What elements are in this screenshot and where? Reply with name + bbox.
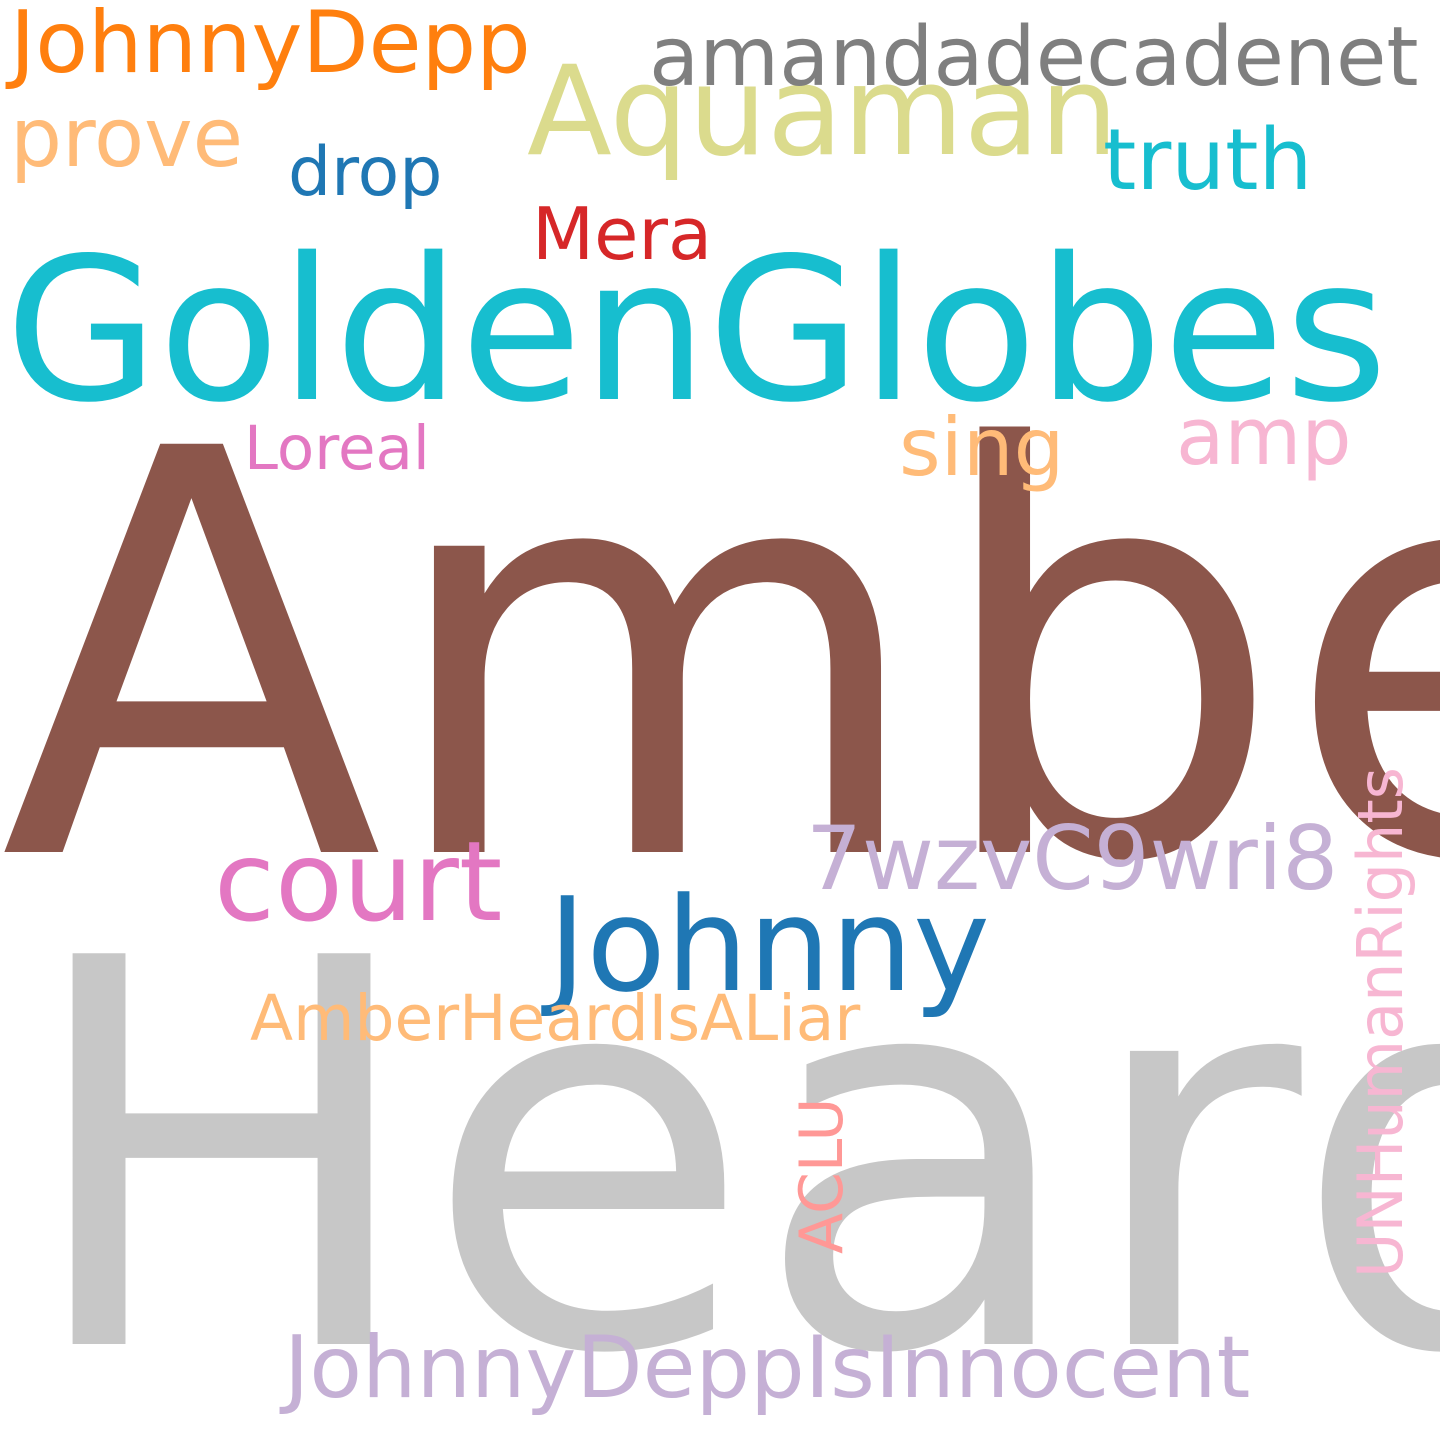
word-sing: sing [899,401,1065,494]
word-drop: drop [288,133,443,212]
word-court: court [214,818,503,947]
word-truth: truth [1103,111,1313,210]
word-mera: Mera [532,192,713,276]
word-heard: Heard [20,847,1440,1440]
word-7wzvc9wri8: 7wzvC9wri8 [806,807,1339,910]
word-goldenglobes: GoldenGlobes [5,215,1388,446]
word-loreal: Loreal [244,413,430,484]
word-johnnydepp: JohnnyDepp [10,0,531,93]
word-amberheardisaliar: AmberHeardIsALiar [250,982,861,1055]
word-johnny: Johnny [548,869,990,1021]
word-amp: amp [1176,391,1352,483]
word-aclu: ACLU [787,1097,857,1254]
word-unhumanrights: UNHumanRights [1344,767,1417,1278]
word-aquaman: Aquaman [527,40,1119,184]
word-johnnydeppisinnocent: JohnnyDeppIsInnocent [284,1318,1251,1418]
word-amber: Amber [0,333,1440,985]
word-prove: prove [10,91,244,186]
word-amandadecadenet: amandadecadenet [649,10,1419,105]
